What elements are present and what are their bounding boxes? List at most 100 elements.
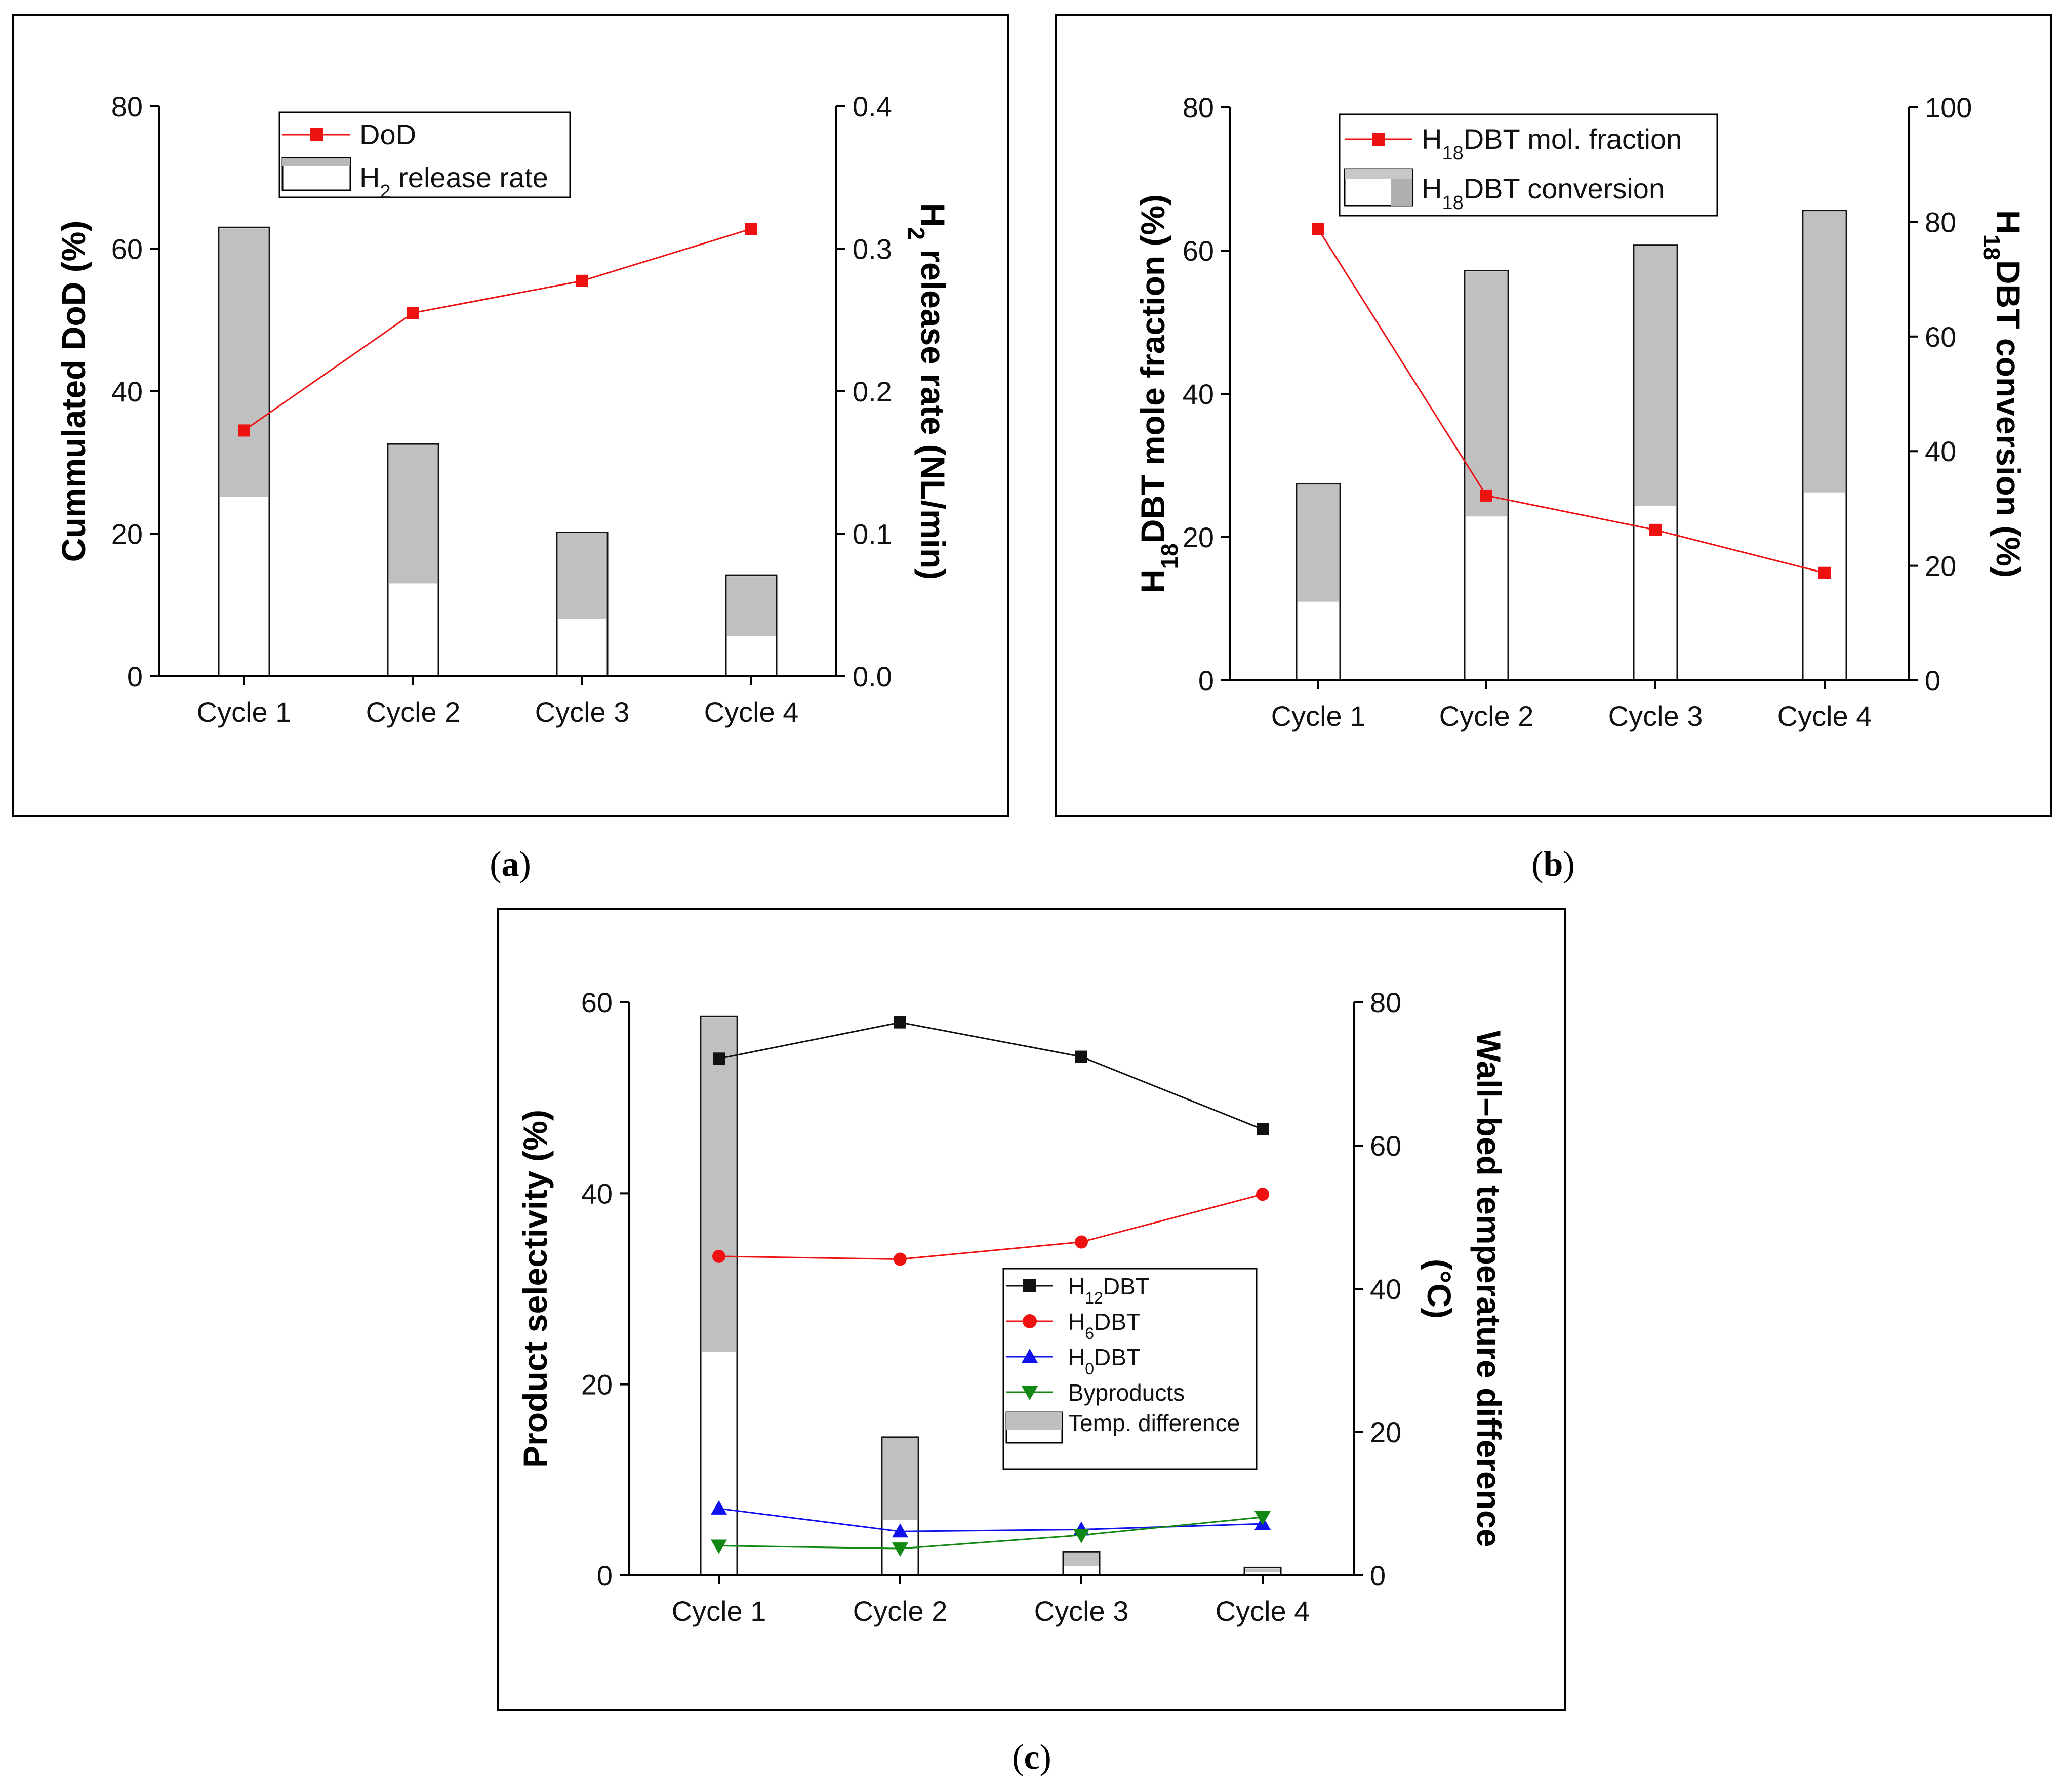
a-bar-shade bbox=[389, 445, 437, 584]
panel-c-frame bbox=[497, 908, 1566, 1711]
c-point bbox=[892, 1542, 908, 1557]
a-left-tick-label: 0 bbox=[127, 661, 143, 693]
a-left-tick-label: 60 bbox=[111, 233, 143, 265]
b-bar-shade bbox=[1298, 484, 1339, 602]
a-category-label: Cycle 3 bbox=[535, 696, 630, 728]
a-category-label: Cycle 1 bbox=[197, 696, 292, 728]
b-point bbox=[1480, 489, 1492, 502]
a-legend: DoD H2 release rate bbox=[278, 111, 571, 202]
b-legend-bar-label: H18DBT conversion bbox=[1422, 173, 1665, 214]
b-legend-frac-marker bbox=[1372, 133, 1385, 146]
b-legend-bar-swatch-side bbox=[1391, 179, 1412, 206]
c-legend-h0-label: H0DBT bbox=[1068, 1344, 1141, 1378]
b-bars bbox=[1296, 210, 1847, 681]
c-point bbox=[892, 1523, 908, 1538]
b-right-tick-label: 40 bbox=[1925, 435, 1956, 467]
c-category-label: Cycle 4 bbox=[1216, 1595, 1310, 1627]
a-bars bbox=[218, 226, 778, 677]
c-right-axis-title-line2: (°C) bbox=[1421, 1259, 1458, 1319]
a-point bbox=[238, 424, 250, 437]
b-category-label: Cycle 2 bbox=[1439, 700, 1534, 732]
panel-a-frame bbox=[12, 14, 1009, 817]
c-series-line bbox=[718, 1193, 1263, 1260]
a-right-tick-label: 0.0 bbox=[853, 661, 892, 693]
c-left-tick-label: 40 bbox=[581, 1177, 613, 1209]
a-bar-shade bbox=[558, 533, 606, 619]
b-left-tick-label: 40 bbox=[1183, 378, 1214, 410]
a-legend-bar-label: H2 release rate bbox=[359, 161, 548, 202]
c-legend-h12-label: H12DBT bbox=[1068, 1273, 1150, 1307]
b-point bbox=[1818, 566, 1831, 579]
c-left-tick-label: 20 bbox=[581, 1369, 613, 1401]
c-point bbox=[1257, 1123, 1269, 1135]
b-right-tick-label: 20 bbox=[1925, 550, 1956, 582]
c-category-label: Cycle 1 bbox=[672, 1595, 766, 1627]
a-category-label: Cycle 2 bbox=[366, 696, 461, 728]
c-right-tick-label: 0 bbox=[1370, 1560, 1386, 1592]
a-series-line bbox=[244, 228, 752, 431]
c-point bbox=[711, 1500, 727, 1515]
caption-a: (a) bbox=[490, 845, 531, 884]
b-right-tick-label: 60 bbox=[1925, 321, 1956, 353]
b-bar-shade bbox=[1635, 246, 1676, 506]
a-point bbox=[407, 307, 419, 319]
b-left-tick-label: 0 bbox=[1198, 665, 1214, 697]
a-legend-dod-marker bbox=[310, 128, 323, 141]
c-left-tick-label: 0 bbox=[597, 1560, 613, 1592]
c-point bbox=[712, 1249, 725, 1263]
b-ticks: 0 20 40 60 80 0 20 40 60 80 100 Cycle 1 Cycle 2 Cycle… bbox=[1183, 92, 1972, 732]
b-left-tick-label: 20 bbox=[1183, 521, 1214, 553]
c-bar-shade bbox=[1064, 1553, 1099, 1566]
b-right-tick-label: 80 bbox=[1925, 206, 1956, 238]
caption-b: (b) bbox=[1531, 845, 1575, 884]
a-ticks: 0 20 40 60 80 0.0 0.1 0.2 0.3 0.4 Cycle 1 Cycle 2 Cy… bbox=[111, 91, 892, 728]
c-left-axis-title: Product selectivity (%) bbox=[516, 1110, 554, 1468]
c-point bbox=[1073, 1529, 1089, 1543]
a-right-axis-title: H2 release rate (NL/min) bbox=[903, 203, 952, 580]
c-legend-temp-label: Temp. difference bbox=[1068, 1410, 1240, 1436]
b-category-label: Cycle 1 bbox=[1271, 700, 1366, 732]
a-right-tick-label: 0.4 bbox=[853, 91, 892, 123]
b-right-tick-label: 0 bbox=[1925, 665, 1940, 697]
b-lines bbox=[1312, 223, 1831, 579]
a-point bbox=[576, 274, 588, 287]
c-legend-byp-label: Byproducts bbox=[1068, 1379, 1185, 1406]
b-series-line bbox=[1317, 228, 1825, 574]
c-legend-byp-marker bbox=[1022, 1386, 1038, 1400]
c-bars bbox=[700, 1015, 1282, 1576]
c-point bbox=[1254, 1511, 1271, 1525]
c-series-line bbox=[718, 1516, 1263, 1550]
a-lines bbox=[238, 223, 757, 437]
b-bar-shade bbox=[1804, 211, 1845, 493]
b-category-label: Cycle 4 bbox=[1777, 700, 1872, 732]
a-right-tick-label: 0.3 bbox=[853, 233, 892, 265]
a-left-axis-title: Cummulated DoD (%) bbox=[55, 221, 92, 562]
c-bar-shade bbox=[702, 1017, 736, 1352]
c-right-tick-label: 80 bbox=[1370, 987, 1401, 1019]
c-legend-h6-marker bbox=[1023, 1314, 1037, 1328]
b-left-tick-label: 60 bbox=[1183, 235, 1214, 267]
b-legend-bar-swatch-top bbox=[1345, 169, 1412, 179]
c-legend-h0-marker bbox=[1022, 1349, 1038, 1363]
c-legend: H12DBT H6DBT H0DBT Byproducts Temp. diff… bbox=[1002, 1268, 1258, 1470]
a-point bbox=[745, 223, 757, 235]
a-right-tick-label: 0.1 bbox=[853, 518, 892, 550]
a-right-tick-label: 0.2 bbox=[853, 376, 892, 408]
a-category-label: Cycle 4 bbox=[704, 696, 799, 728]
c-left-tick-label: 60 bbox=[581, 987, 613, 1019]
a-bar-shade bbox=[727, 576, 776, 636]
c-right-tick-label: 20 bbox=[1370, 1416, 1401, 1448]
c-legend-bar-swatch-fill bbox=[1006, 1412, 1062, 1430]
c-point bbox=[1256, 1188, 1269, 1201]
b-bar-shade bbox=[1466, 271, 1507, 517]
c-right-axis-title-line1: Wall–bed temperature difference bbox=[1470, 1031, 1508, 1547]
c-category-label: Cycle 3 bbox=[1034, 1595, 1129, 1627]
c-legend-h6-label: H6DBT bbox=[1068, 1309, 1141, 1342]
b-category-label: Cycle 3 bbox=[1608, 700, 1703, 732]
b-left-tick-label: 80 bbox=[1183, 92, 1214, 124]
panel-c: 0 20 40 60 0 20 40 60 80 Cycle 1 Cycle 2 Cycle 3 Cyc… bbox=[497, 908, 1566, 1711]
a-bar-shade bbox=[220, 228, 268, 497]
b-legend-frac-label: H18DBT mol. fraction bbox=[1422, 123, 1682, 164]
c-right-tick-label: 40 bbox=[1370, 1273, 1401, 1305]
